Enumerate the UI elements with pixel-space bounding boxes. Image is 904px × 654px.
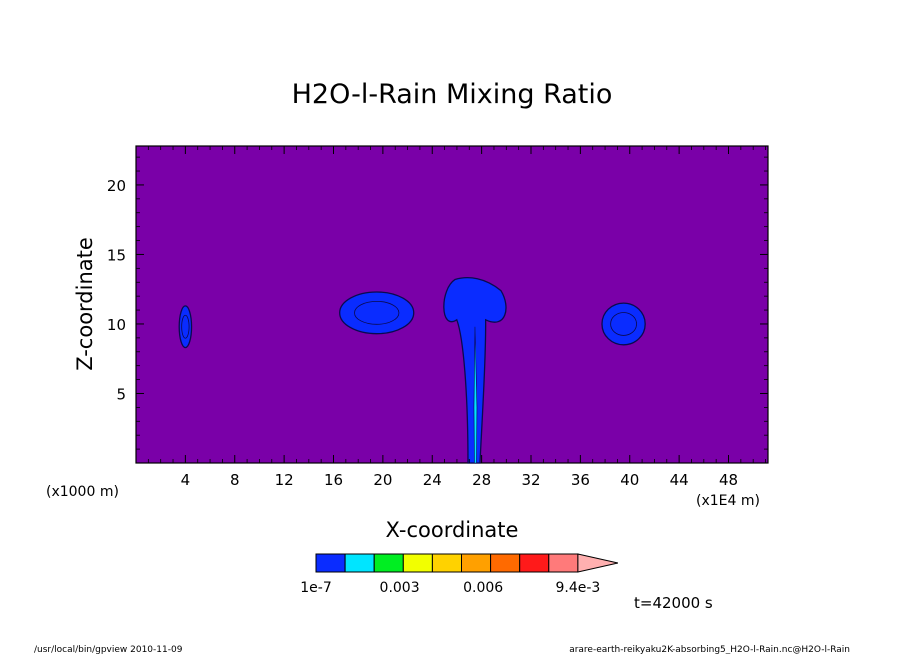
colorbar-labels: 1e-7 0.003 0.006 9.4e-3: [300, 580, 600, 596]
colorbar-swatch: [461, 553, 492, 573]
feature-contour: [610, 312, 637, 336]
feature-shape: [339, 291, 415, 335]
y-tick-label: 5: [116, 385, 126, 403]
colorbar-label: 0.006: [463, 580, 503, 596]
x-tick-label: 48: [719, 471, 738, 489]
colorbar-swatch: [548, 553, 579, 573]
colorbar: [315, 553, 619, 573]
feature-shape: [601, 302, 646, 346]
x-tick-label: 28: [472, 471, 491, 489]
colorbar-swatch: [431, 553, 462, 573]
colorbar-swatch: [490, 553, 521, 573]
x-unit-left: (x1000 m): [46, 484, 119, 500]
feature-shape: [178, 305, 193, 349]
colorbar-swatch: [344, 553, 375, 573]
x-tick-label: 36: [571, 471, 590, 489]
feature-contour: [181, 314, 190, 339]
y-tick-label: 10: [107, 316, 126, 334]
time-label: t=42000 s: [634, 594, 713, 612]
x-axis-ticks: 4 8 12 16 20 24 28 32 36 40 44 48: [147, 146, 766, 489]
colorbar-label: 1e-7: [300, 580, 331, 596]
y-tick-label: 20: [107, 177, 126, 195]
x-tick-label: 8: [230, 471, 240, 489]
colorbar-label: 0.003: [380, 580, 420, 596]
y-axis-label: Z-coordinate: [73, 237, 97, 371]
colorbar-swatch: [519, 553, 550, 573]
feature-main-cell-x27: [443, 277, 507, 464]
x-tick-label: 12: [275, 471, 294, 489]
x-tick-label: 20: [373, 471, 392, 489]
x-tick-label: 40: [620, 471, 639, 489]
x-tick-label: 4: [181, 471, 191, 489]
y-tick-label: 15: [107, 246, 126, 264]
colorbar-extend-arrow: [577, 553, 619, 573]
feature-core: [473, 326, 478, 464]
x-tick-label: 44: [670, 471, 689, 489]
colorbar-swatch: [373, 553, 404, 573]
x-tick-label: 16: [324, 471, 343, 489]
feature-cell-x4: [178, 305, 193, 349]
feature-cell-x19: [339, 291, 415, 335]
y-axis-ticks: 5 10 15 20: [107, 156, 768, 450]
footer-right: arare-earth-reikyaku2K-absorbing5_H2O-l-…: [569, 645, 850, 654]
colorbar-label: 9.4e-3: [555, 580, 600, 596]
x-axis-label: X-coordinate: [386, 518, 519, 542]
x-tick-label: 32: [521, 471, 540, 489]
x-unit-right: (x1E4 m): [696, 493, 760, 509]
rain-features: [178, 277, 646, 464]
footer-left: /usr/local/bin/gpview 2010-11-09: [34, 645, 183, 654]
colorbar-swatch: [402, 553, 433, 573]
feature-cell-x39: [601, 302, 646, 346]
chart-title: H2O-l-Rain Mixing Ratio: [292, 79, 613, 110]
x-tick-label: 24: [423, 471, 442, 489]
colorbar-swatch: [315, 553, 346, 573]
feature-contour: [354, 300, 400, 325]
